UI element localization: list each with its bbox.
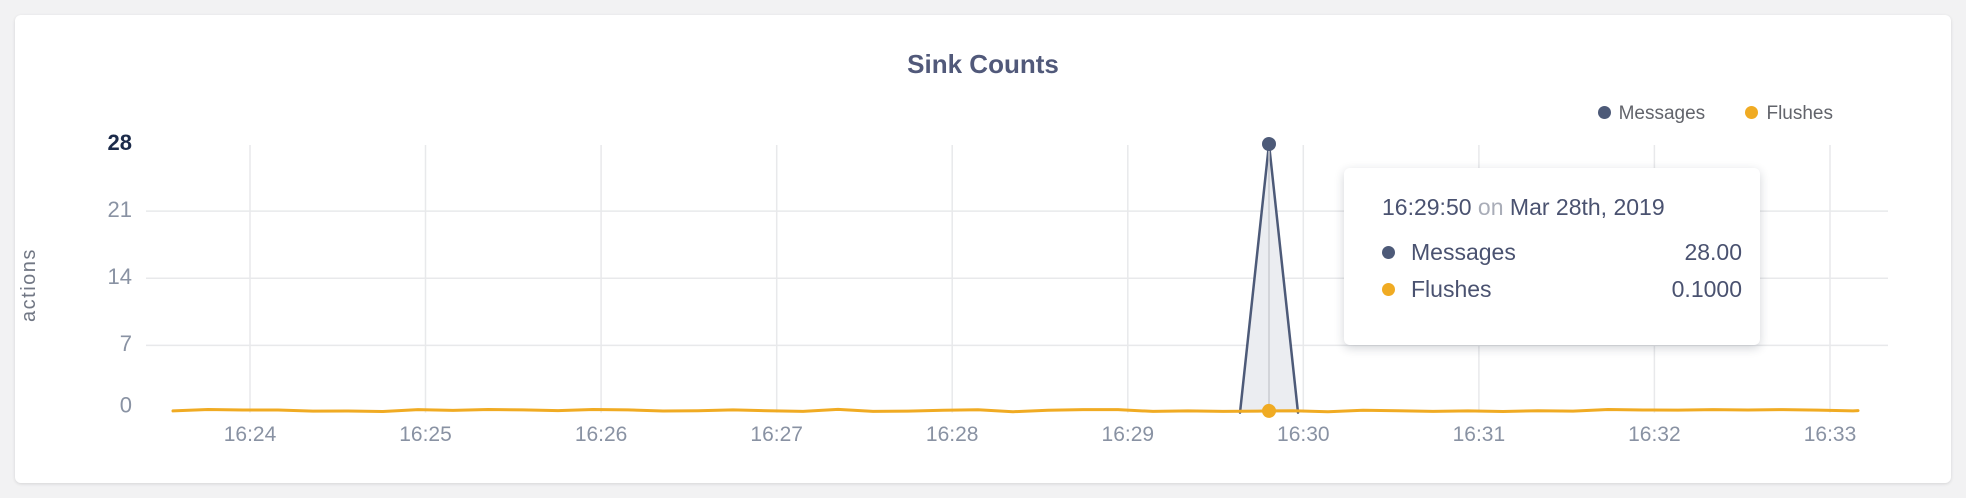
- svg-text:16:25: 16:25: [399, 423, 452, 446]
- svg-text:16:30: 16:30: [1277, 423, 1330, 446]
- svg-text:16:28: 16:28: [926, 423, 979, 446]
- svg-text:0: 0: [120, 393, 132, 418]
- svg-text:28: 28: [108, 130, 132, 155]
- svg-text:14: 14: [108, 264, 132, 289]
- svg-text:actions: actions: [18, 248, 40, 322]
- svg-text:16:24: 16:24: [224, 423, 277, 446]
- svg-text:16:26: 16:26: [575, 423, 628, 446]
- svg-text:16:31: 16:31: [1453, 423, 1506, 446]
- svg-text:16:27: 16:27: [750, 423, 803, 446]
- svg-text:7: 7: [120, 331, 132, 356]
- svg-text:16:33: 16:33: [1804, 423, 1857, 446]
- svg-text:21: 21: [108, 197, 132, 222]
- svg-text:16:29: 16:29: [1102, 423, 1155, 446]
- svg-text:16:32: 16:32: [1628, 423, 1681, 446]
